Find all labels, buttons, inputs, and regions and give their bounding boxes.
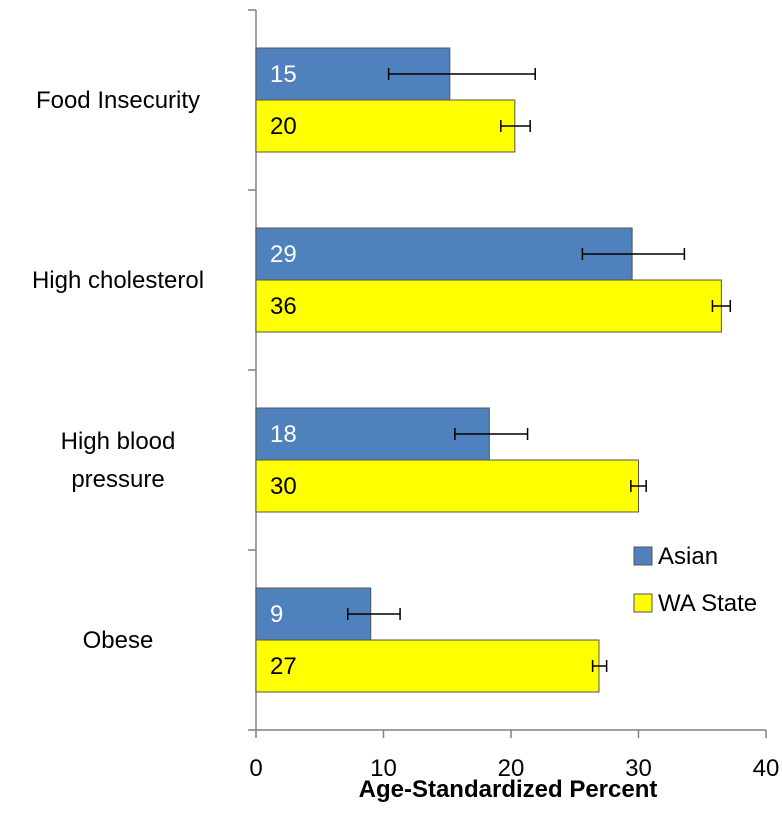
category-label: Obese xyxy=(83,627,154,654)
data-label: 36 xyxy=(270,293,297,320)
category-label: Food Insecurity xyxy=(36,87,200,114)
category-label: High cholesterol xyxy=(32,267,204,294)
value-labels: 15 20 29 36 18 30 9 27 xyxy=(270,61,297,680)
category-label-line: Obese xyxy=(83,627,154,654)
data-label: 15 xyxy=(270,61,297,88)
x-tick-label: 40 xyxy=(753,755,780,782)
data-label: 20 xyxy=(270,113,297,140)
category-labels: Food Insecurity High cholesterol High bloo… xyxy=(32,87,204,654)
legend-label: Asian xyxy=(658,543,718,570)
x-tick-label: 10 xyxy=(370,755,397,782)
tick-labels: 0 10 20 30 40 xyxy=(249,755,779,782)
category-label-line: High blood xyxy=(61,428,176,455)
data-label: 18 xyxy=(270,421,297,448)
category-label-line: Food Insecurity xyxy=(36,87,200,114)
legend-swatch xyxy=(633,593,653,613)
legend-swatch xyxy=(633,546,653,566)
legend-label: WA State xyxy=(658,590,757,617)
data-label: 9 xyxy=(270,601,283,628)
x-tick-label: 30 xyxy=(625,755,652,782)
data-label: 30 xyxy=(270,473,297,500)
x-tick-label: 0 xyxy=(249,755,262,782)
bar xyxy=(255,459,639,513)
data-label: 27 xyxy=(270,653,297,680)
bar xyxy=(255,639,600,693)
bar xyxy=(255,99,516,153)
data-label: 29 xyxy=(270,241,297,268)
category-label: High blood pressure xyxy=(61,428,176,493)
legend: Asian WA State xyxy=(633,543,757,617)
bars xyxy=(255,47,722,693)
bar xyxy=(255,227,633,281)
category-label-line: pressure xyxy=(71,466,164,493)
bar xyxy=(255,279,722,333)
x-axis-label: Age-Standardized Percent xyxy=(359,776,658,803)
category-label-line: High cholesterol xyxy=(32,267,204,294)
error-bars xyxy=(347,68,732,672)
x-tick-label: 20 xyxy=(498,755,525,782)
